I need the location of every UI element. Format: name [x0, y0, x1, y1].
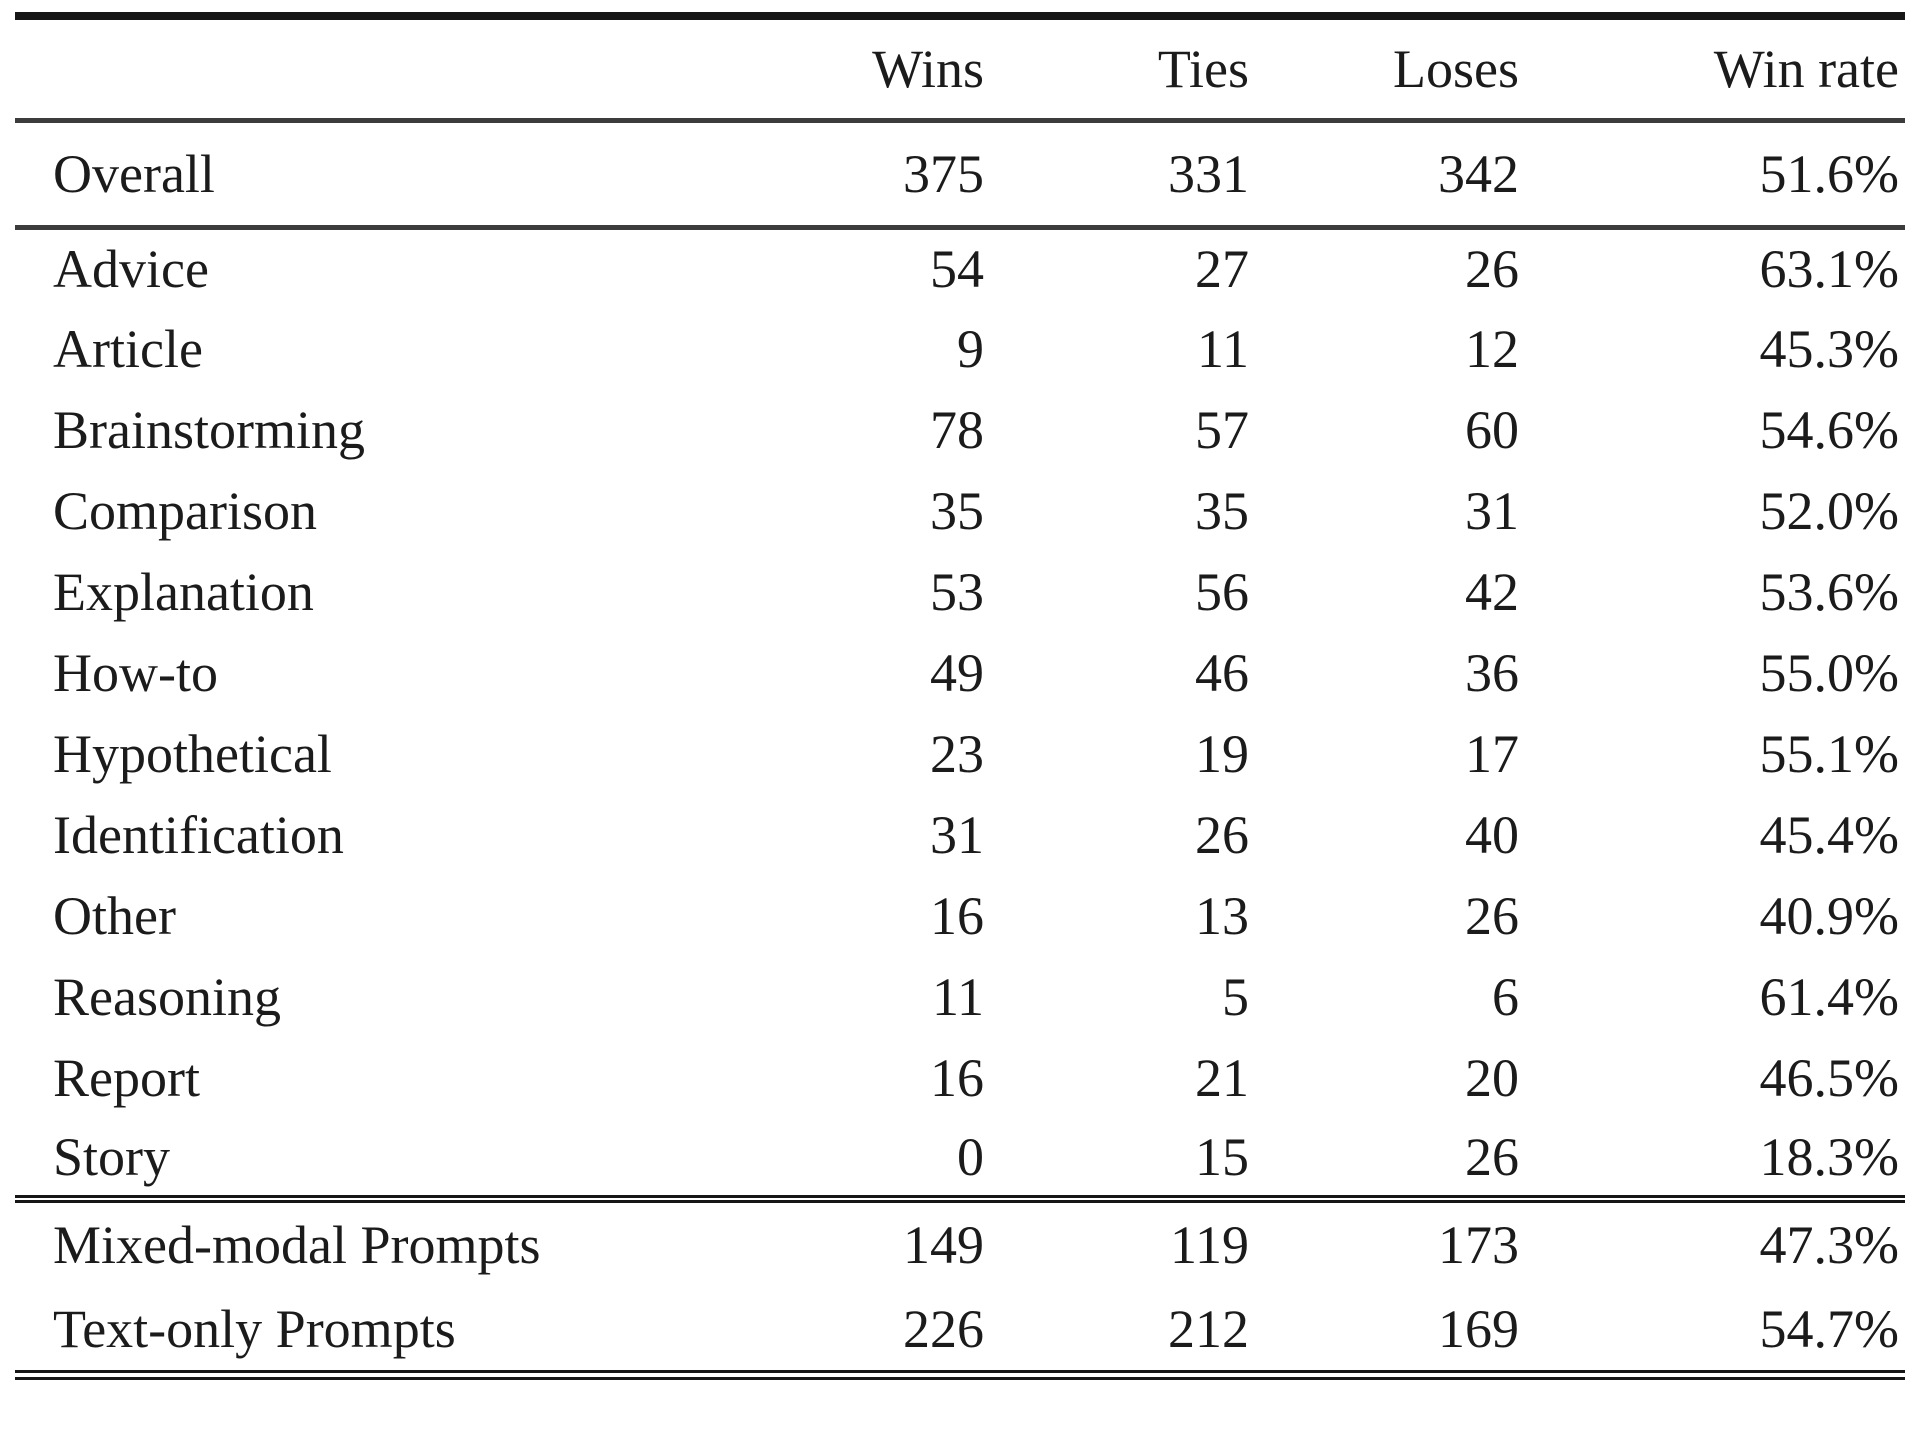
wins-value: 78: [930, 399, 984, 460]
wins-value: 16: [930, 885, 984, 946]
row-label: Comparison: [53, 480, 317, 541]
row-label: Other: [53, 885, 176, 946]
ties-value: 119: [1170, 1215, 1249, 1275]
loses-value: 12: [1465, 318, 1519, 379]
loses-value: 31: [1465, 480, 1519, 541]
column-header-ties: Ties: [1157, 38, 1249, 99]
win-rate-value: 63.1%: [1759, 238, 1899, 299]
header-row: Wins Ties Loses Win rate: [15, 16, 1905, 120]
row-label: Explanation: [53, 561, 314, 622]
win-rate-value: 55.1%: [1759, 723, 1899, 784]
ties-value: 15: [1195, 1126, 1249, 1187]
wins-value: 149: [903, 1215, 984, 1275]
win-rate-value: 47.3%: [1759, 1215, 1899, 1275]
table-row-comparison: Comparison 35 35 31 52.0%: [15, 470, 1905, 551]
win-rate-value: 40.9%: [1759, 885, 1899, 946]
table-row-mixed-modal-prompts: Mixed-modal Prompts 149 119 173 47.3%: [15, 1199, 1905, 1287]
loses-value: 342: [1438, 143, 1519, 204]
table-row-reasoning: Reasoning 11 5 6 61.4%: [15, 956, 1905, 1037]
wins-value: 35: [930, 480, 984, 541]
table-row-brainstorming: Brainstorming 78 57 60 54.6%: [15, 389, 1905, 470]
wins-value: 16: [930, 1047, 984, 1108]
loses-value: 173: [1438, 1215, 1519, 1275]
table-row-overall: Overall 375 331 342 51.6%: [15, 120, 1905, 227]
ties-value: 13: [1195, 885, 1249, 946]
ties-value: 19: [1195, 723, 1249, 784]
column-header-win-rate: Win rate: [1713, 38, 1899, 99]
win-rate-value: 54.6%: [1759, 399, 1899, 460]
win-rate-value: 45.4%: [1759, 804, 1899, 865]
table-row-text-only-prompts: Text-only Prompts 226 212 169 54.7%: [15, 1287, 1905, 1375]
row-label: Brainstorming: [53, 399, 365, 460]
loses-value: 169: [1438, 1298, 1519, 1359]
win-rate-value: 61.4%: [1759, 966, 1899, 1027]
column-header-wins: Wins: [872, 38, 984, 99]
table-row-report: Report 16 21 20 46.5%: [15, 1037, 1905, 1118]
wins-value: 49: [930, 642, 984, 703]
ties-value: 46: [1195, 642, 1249, 703]
row-label: Story: [53, 1126, 171, 1187]
loses-value: 17: [1465, 723, 1519, 784]
row-label: Text-only Prompts: [53, 1298, 456, 1359]
ties-value: 212: [1168, 1298, 1249, 1359]
ties-value: 56: [1195, 561, 1249, 622]
row-label: Mixed-modal Prompts: [53, 1215, 541, 1275]
row-label: Identification: [53, 804, 344, 865]
ties-value: 5: [1222, 966, 1249, 1027]
table-row-advice: Advice 54 27 26 63.1%: [15, 227, 1905, 308]
row-label: Advice: [53, 238, 209, 299]
wins-value: 54: [930, 238, 984, 299]
table-row-hypothetical: Hypothetical 23 19 17 55.1%: [15, 713, 1905, 794]
table-row-explanation: Explanation 53 56 42 53.6%: [15, 551, 1905, 632]
column-header-category: [15, 16, 575, 120]
wins-value: 53: [930, 561, 984, 622]
table-row-how-to: How-to 49 46 36 55.0%: [15, 632, 1905, 713]
wins-value: 226: [903, 1298, 984, 1359]
row-label: Article: [53, 318, 203, 379]
table-row-identification: Identification 31 26 40 45.4%: [15, 794, 1905, 875]
win-rate-value: 52.0%: [1759, 480, 1899, 541]
ties-value: 331: [1168, 143, 1249, 204]
ties-value: 57: [1195, 399, 1249, 460]
loses-value: 26: [1465, 1126, 1519, 1187]
ties-value: 11: [1197, 318, 1249, 379]
ties-value: 27: [1195, 238, 1249, 299]
loses-value: 26: [1465, 885, 1519, 946]
row-label: Report: [53, 1047, 200, 1108]
column-header-loses: Loses: [1393, 38, 1519, 99]
wins-value: 11: [932, 966, 984, 1027]
table-row-other: Other 16 13 26 40.9%: [15, 875, 1905, 956]
win-rate-table: Wins Ties Loses Win rate Overall 375 331…: [15, 12, 1905, 1380]
win-rate-value: 55.0%: [1759, 642, 1899, 703]
wins-value: 23: [930, 723, 984, 784]
win-rate-value: 54.7%: [1759, 1298, 1899, 1359]
wins-value: 31: [930, 804, 984, 865]
row-label: Reasoning: [53, 966, 281, 1027]
win-rate-value: 51.6%: [1759, 143, 1899, 204]
win-rate-value: 18.3%: [1759, 1126, 1899, 1187]
loses-value: 26: [1465, 238, 1519, 299]
table-row-article: Article 9 11 12 45.3%: [15, 308, 1905, 389]
ties-value: 35: [1195, 480, 1249, 541]
ties-value: 26: [1195, 804, 1249, 865]
loses-value: 40: [1465, 804, 1519, 865]
loses-value: 60: [1465, 399, 1519, 460]
table-row-story: Story 0 15 26 18.3%: [15, 1118, 1905, 1199]
wins-value: 9: [957, 318, 984, 379]
ties-value: 21: [1195, 1047, 1249, 1108]
row-label: Overall: [53, 143, 215, 204]
loses-value: 20: [1465, 1047, 1519, 1108]
win-rate-value: 46.5%: [1759, 1047, 1899, 1108]
win-rate-value: 45.3%: [1759, 318, 1899, 379]
win-rate-value: 53.6%: [1759, 561, 1899, 622]
row-label: Hypothetical: [53, 723, 332, 784]
wins-value: 375: [903, 143, 984, 204]
wins-value: 0: [957, 1126, 984, 1187]
loses-value: 42: [1465, 561, 1519, 622]
row-label: How-to: [53, 642, 218, 703]
loses-value: 6: [1492, 966, 1519, 1027]
loses-value: 36: [1465, 642, 1519, 703]
